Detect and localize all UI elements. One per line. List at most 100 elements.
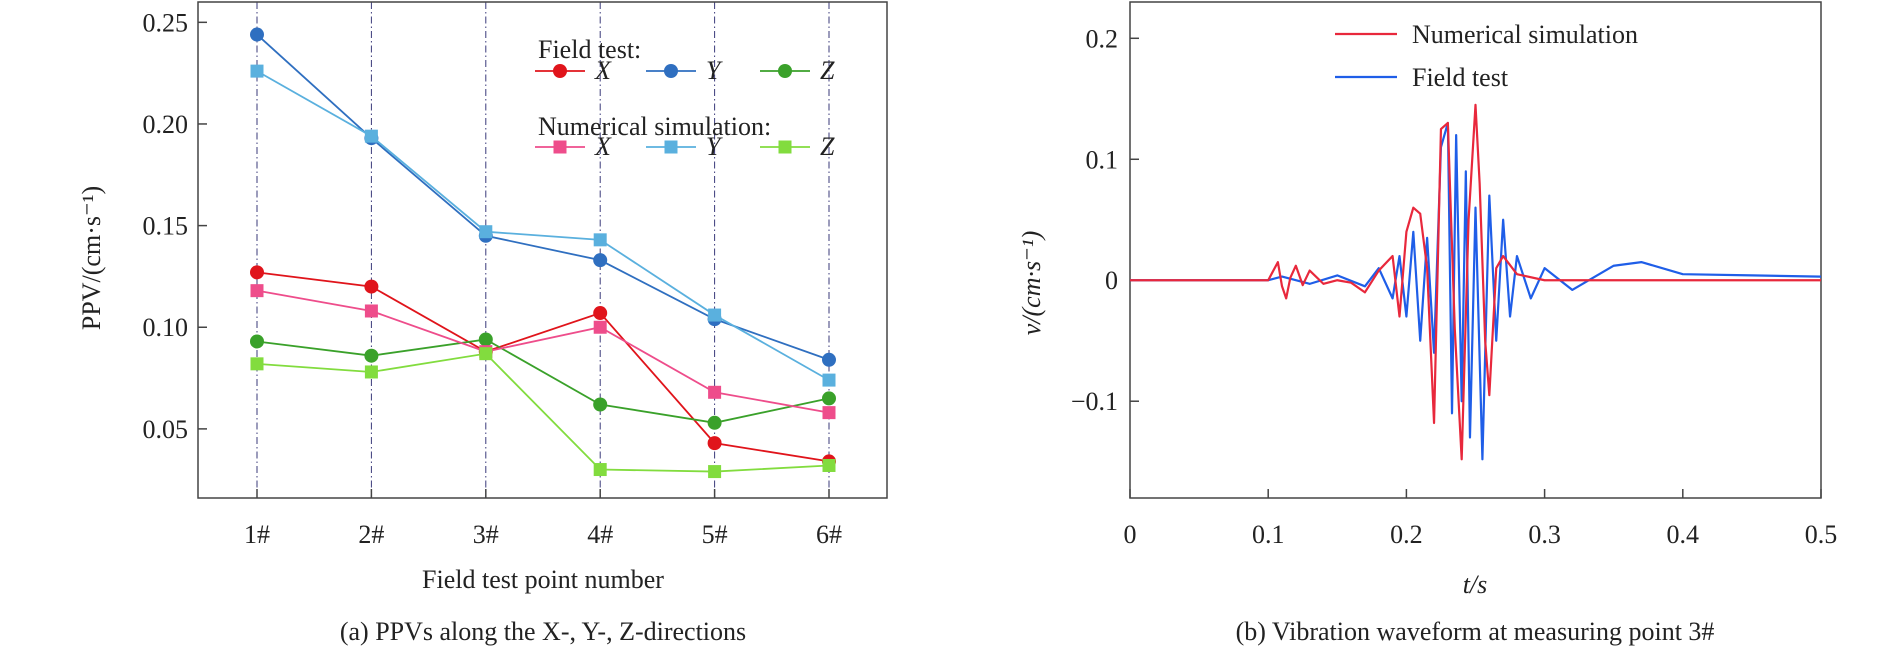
data-point (364, 304, 378, 318)
data-point (593, 233, 607, 247)
chart-a-legend: Field test: Numerical simulation: X Y Z X Y Z (535, 35, 835, 161)
data-point (822, 391, 836, 406)
chart-b-caption: (b) Vibration waveform at measuring poin… (1236, 617, 1715, 646)
data-point (593, 463, 607, 477)
legend-group-numerical-simulation: Numerical simulation: (538, 112, 771, 141)
x-tick-label: 0.5 (1805, 520, 1838, 549)
legend-item: Z (760, 132, 835, 161)
legend-label: Y (706, 56, 723, 85)
data-point (707, 436, 722, 451)
legend-swatch-marker (553, 64, 567, 78)
data-point (250, 27, 264, 42)
chart-a-gridlines (256, 2, 830, 498)
x-tick-label: 1# (244, 520, 270, 549)
data-point (364, 129, 378, 143)
legend-swatch-marker (664, 140, 678, 154)
series-line (256, 338, 830, 424)
x-tick-label: 0.2 (1390, 520, 1423, 549)
series-line (256, 271, 830, 463)
data-point (250, 265, 264, 280)
series-line (256, 70, 830, 381)
chart-a-y-axis-label: PPV/(cm·s⁻¹) (77, 186, 106, 330)
legend-label: Z (820, 132, 835, 161)
legend-item: Numerical simulation (1335, 20, 1638, 49)
series-line (256, 289, 830, 414)
chart-vibration-waveform: −0.100.10.2 0 0.1 0.2 0.3 0.4 0.5 v/(cm·s⁻¹) … (1017, 1, 1838, 646)
data-point (250, 64, 264, 78)
chart-a-plot-frame (197, 1, 888, 499)
y-tick-label: 0.15 (143, 212, 189, 241)
chart-a-caption: (a) PPVs along the X-, Y-, Z-directions (340, 617, 746, 646)
legend-item: Z (760, 56, 835, 85)
chart-a-x-ticks: 1# 2# 3# 4# 5# 6# (244, 489, 842, 549)
chart-a-x-axis-label: Field test point number (422, 565, 664, 594)
data-point (364, 279, 379, 294)
chart-b-y-axis-label: v/(cm·s⁻¹) (1017, 231, 1046, 336)
data-point (593, 397, 608, 412)
data-point (593, 320, 607, 334)
data-point (250, 284, 264, 298)
chart-b-legend: Numerical simulation Field test (1335, 20, 1638, 92)
data-point (593, 306, 608, 321)
x-tick-label: 0 (1124, 520, 1137, 549)
series-field-test-z (250, 332, 836, 430)
legend-item: Field test (1335, 63, 1509, 92)
data-point (364, 348, 379, 363)
data-point (593, 253, 608, 268)
legend-label: Z (820, 56, 835, 85)
data-point (364, 365, 378, 379)
x-tick-label: 0.4 (1667, 520, 1700, 549)
legend-label: Numerical simulation (1412, 20, 1638, 49)
data-point (479, 347, 493, 361)
x-tick-label: 6# (816, 520, 842, 549)
series-field-test-y (250, 27, 836, 367)
data-point (822, 458, 836, 472)
x-tick-label: 3# (473, 520, 499, 549)
legend-label: X (594, 56, 612, 85)
series-line (256, 33, 830, 361)
chart-b-x-ticks: 0 0.1 0.2 0.3 0.4 0.5 (1124, 489, 1838, 549)
chart-a-series (250, 27, 836, 479)
x-tick-label: 4# (587, 520, 613, 549)
legend-item: X (535, 56, 612, 85)
x-tick-label: 0.3 (1528, 520, 1561, 549)
chart-a-legend-items: X Y Z X Y Z (535, 56, 835, 161)
data-point (708, 308, 722, 322)
legend-swatch-marker (664, 64, 678, 78)
data-point (708, 385, 722, 399)
series-numerical-simulation-y (250, 64, 836, 387)
legend-label: X (594, 132, 612, 161)
series-numerical-simulation-z (250, 347, 836, 479)
data-point (822, 406, 836, 420)
legend-item: X (535, 132, 612, 161)
legend-group-field-test: Field test: (538, 35, 641, 64)
chart-b-series (1130, 103, 1822, 461)
legend-item: Y (646, 56, 723, 85)
x-tick-label: 5# (702, 520, 728, 549)
x-tick-label: 2# (358, 520, 384, 549)
y-tick-label: 0.25 (143, 8, 189, 37)
data-point (479, 225, 493, 239)
legend-swatch-marker (778, 140, 792, 154)
y-tick-label: 0.10 (143, 313, 189, 342)
data-point (822, 352, 836, 367)
data-point (707, 415, 722, 430)
y-tick-label: 0 (1105, 266, 1118, 295)
series-line (256, 352, 830, 473)
chart-ppv: 0.05 0.10 0.15 0.20 0.25 1# 2# 3# 4# 5# 6# PPV/(c… (77, 1, 888, 646)
y-tick-label: 0.05 (143, 415, 189, 444)
y-tick-label: 0.20 (143, 110, 189, 139)
x-tick-label: 0.1 (1252, 520, 1285, 549)
data-point (708, 465, 722, 479)
data-point (250, 357, 264, 371)
legend-swatch-marker (553, 140, 567, 154)
series-field-test-x (250, 265, 836, 469)
data-point (478, 332, 493, 347)
data-point (250, 334, 264, 349)
legend-swatch-marker (778, 64, 792, 78)
chart-b-y-ticks: −0.1 0 0.1 0.2 (1071, 24, 1139, 416)
legend-label: Y (706, 132, 723, 161)
y-tick-label: 0.1 (1086, 145, 1119, 174)
legend-label: Field test (1412, 63, 1509, 92)
